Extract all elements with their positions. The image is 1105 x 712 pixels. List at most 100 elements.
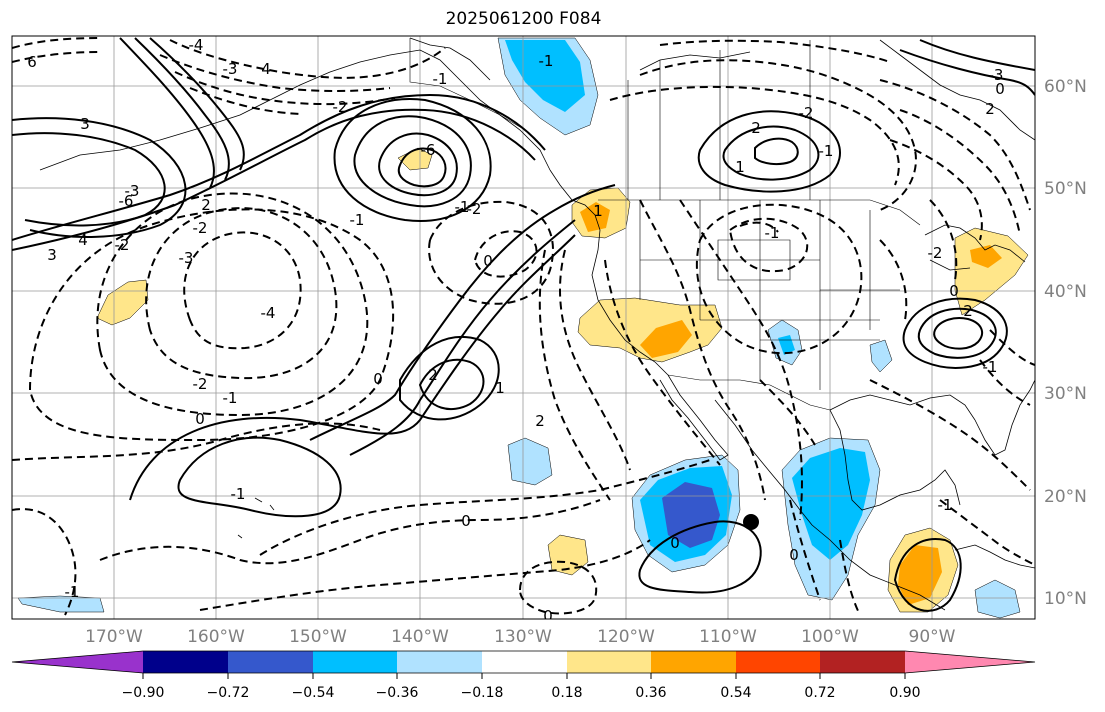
- contour-central-pacific-ridge-4: [418, 358, 485, 411]
- shade-negative-hawaii: [17, 595, 105, 613]
- contour-central-pacific-ridge: [177, 436, 342, 518]
- contour-label: 0: [789, 546, 799, 564]
- contour-label: 0: [949, 282, 959, 300]
- contour-neg-rockies-2: [679, 199, 803, 521]
- colorbar-tick-label: −0.18: [461, 685, 504, 701]
- shade-positive-central-america-core: [898, 545, 942, 605]
- lat-label: 50°N: [1044, 179, 1087, 199]
- contour-northeast: [899, 39, 1035, 96]
- contour-neg-hudson-2: [899, 109, 1021, 236]
- contour-label: -3: [989, 66, 1004, 84]
- lat-label: 30°N: [1044, 384, 1087, 404]
- contour-label: -1: [433, 70, 448, 88]
- contour-canada-low: [697, 110, 841, 193]
- contour-label-layer: 6 3 4 -1 -2 -3 -4 -2 -6 4 3 2 -2 -3 -3 -…: [27, 36, 1005, 625]
- contour-label: -1: [350, 211, 365, 229]
- lon-label: 160°W: [187, 627, 245, 647]
- coast-hawaii: [237, 497, 275, 539]
- contour-label: 0: [483, 252, 493, 270]
- colorbar-tick-label: 0.72: [804, 685, 835, 701]
- shade-positive-california-core: [640, 320, 692, 358]
- contour-nepac-high: [333, 98, 492, 222]
- coast-baja: [659, 374, 729, 461]
- coast-florida: [974, 379, 1035, 456]
- colorbar-segment: [397, 651, 482, 673]
- contour-label: 6: [27, 53, 37, 71]
- shade-negative-mexico-core: [662, 482, 720, 548]
- contour-label: -1: [983, 358, 998, 376]
- contour-label: -2: [333, 98, 348, 116]
- contour-neg-rockies: [639, 199, 766, 501]
- contour-neg-gulf: [789, 499, 861, 616]
- contour-label: -2: [193, 219, 208, 237]
- contour-neg-hudson: [879, 79, 1031, 211]
- graticule: [12, 36, 1035, 619]
- shade-positive-oregon-core: [580, 202, 610, 232]
- contour-west-low-2: [12, 132, 166, 227]
- contour-canada-low-3: [754, 137, 799, 166]
- lon-label: 100°W: [801, 627, 859, 647]
- shade-negative-east: [974, 579, 1021, 619]
- contour-neg-east: [879, 199, 958, 321]
- coast-canada-north: [409, 37, 1035, 141]
- colorbar-segment: [567, 651, 651, 673]
- contour-neg-canada-3: [659, 39, 891, 63]
- border-us-mexico: [667, 374, 831, 411]
- contour-neg-ne-pacific: [473, 230, 538, 278]
- contour-west-low: [12, 117, 187, 238]
- contour-neg-southeast: [979, 329, 1035, 406]
- shaded-fields: [17, 37, 1029, 619]
- contours-negative: [12, 37, 1035, 616]
- contour-label: -1: [223, 389, 238, 407]
- storm-center-marker: [743, 514, 759, 530]
- contour-east-low: [902, 297, 1008, 369]
- colorbar-tick-label: 0.54: [720, 685, 751, 701]
- lat-label: 20°N: [1044, 487, 1087, 507]
- contour-label: 1: [593, 202, 603, 220]
- contour-ridge-axis-2: [349, 219, 576, 456]
- contour-label: 2: [428, 366, 438, 384]
- contour-bering-1: [149, 37, 245, 171]
- contour-label: -1: [65, 583, 80, 601]
- contour-label: 0: [543, 607, 553, 625]
- colorbar-segment: [736, 651, 820, 673]
- contour-canada-low-2: [722, 125, 820, 181]
- contour-neg-pacific-south-3: [199, 539, 651, 611]
- contour-mexico-storm: [638, 520, 762, 594]
- province-lines: [627, 40, 811, 200]
- contour-bering-3: [119, 37, 215, 189]
- contour-label: -3: [125, 182, 140, 200]
- coast-gulf-of-mexico: [829, 409, 961, 511]
- contour-neg-aleutian-4: [189, 87, 301, 115]
- colorbar-segment: [143, 651, 228, 673]
- contour-label: -2: [467, 200, 482, 218]
- colorbar-extend-left: [12, 651, 143, 673]
- contour-neg-bering: [12, 37, 101, 63]
- contour-label: -3: [179, 249, 194, 267]
- contour-alaska-ridge: [12, 93, 546, 241]
- colorbar-extend-right: [905, 651, 1035, 673]
- shade-positive-california: [577, 297, 723, 363]
- contour-neg-west-coast: [559, 249, 631, 471]
- contour-label: -1: [819, 142, 834, 160]
- contour-label: 0: [461, 512, 471, 530]
- lon-label: 130°W: [494, 627, 552, 647]
- contour-label: -2: [928, 244, 943, 262]
- contour-label: -4: [189, 36, 204, 54]
- colorbar-ticks: [142, 673, 906, 679]
- contour-label: 1: [735, 158, 745, 176]
- contour-label: -2: [115, 236, 130, 254]
- lon-label: 120°W: [597, 627, 655, 647]
- contour-label: -6: [421, 141, 436, 159]
- contours-positive: [12, 37, 1035, 612]
- contour-neg-plains-2: [695, 203, 863, 355]
- contour-label: 2: [535, 412, 545, 430]
- map-border: [11, 35, 1036, 620]
- contour-label: -1: [455, 198, 470, 216]
- colorbar-segment: [820, 651, 905, 673]
- lat-label: 40°N: [1044, 282, 1087, 302]
- contour-label: 4: [261, 60, 271, 78]
- colorbar-segment: [313, 651, 397, 673]
- contour-label: -1: [765, 224, 780, 242]
